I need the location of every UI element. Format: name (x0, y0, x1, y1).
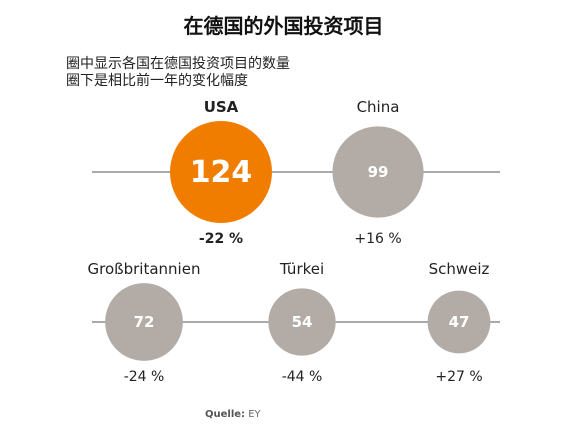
bubble-value-label-1: 99 (368, 163, 389, 181)
category-label-0: USA (204, 98, 239, 116)
subtitle-line-1: 圈中显示各国在德国投资项目的数量 (66, 56, 290, 72)
chart-subtitle: 圈中显示各国在德国投资项目的数量 圈下是相比前一年的变化幅度 (66, 56, 290, 90)
change-label-2: -24 % (124, 369, 165, 385)
bubble-value-label-4: 47 (449, 313, 470, 331)
source-value: EY (248, 409, 261, 420)
subtitle-line-2: 圈下是相比前一年的变化幅度 (66, 73, 248, 89)
bubble-value-label-0: 124 (190, 155, 253, 190)
category-label-1: China (357, 98, 400, 116)
bubble-value-label-2: 72 (134, 313, 155, 331)
chart-title: 在德国的外国投资项目 (183, 14, 384, 38)
change-label-0: -22 % (199, 231, 243, 247)
bubble-value-label-3: 54 (292, 313, 313, 331)
bubble-4 (427, 290, 491, 354)
bubble-0 (170, 121, 272, 223)
category-label-3: Türkei (279, 260, 324, 278)
bubble-3 (268, 288, 336, 356)
change-label-1: +16 % (354, 231, 401, 247)
category-label-2: Großbritannien (88, 260, 201, 278)
source-note: Quelle: EY (205, 409, 261, 420)
change-label-4: +27 % (435, 369, 482, 385)
bubble-2 (105, 283, 183, 361)
category-label-4: Schweiz (429, 260, 490, 278)
change-label-3: -44 % (282, 369, 323, 385)
source-label: Quelle: (205, 409, 246, 420)
bubble-1 (332, 126, 424, 218)
